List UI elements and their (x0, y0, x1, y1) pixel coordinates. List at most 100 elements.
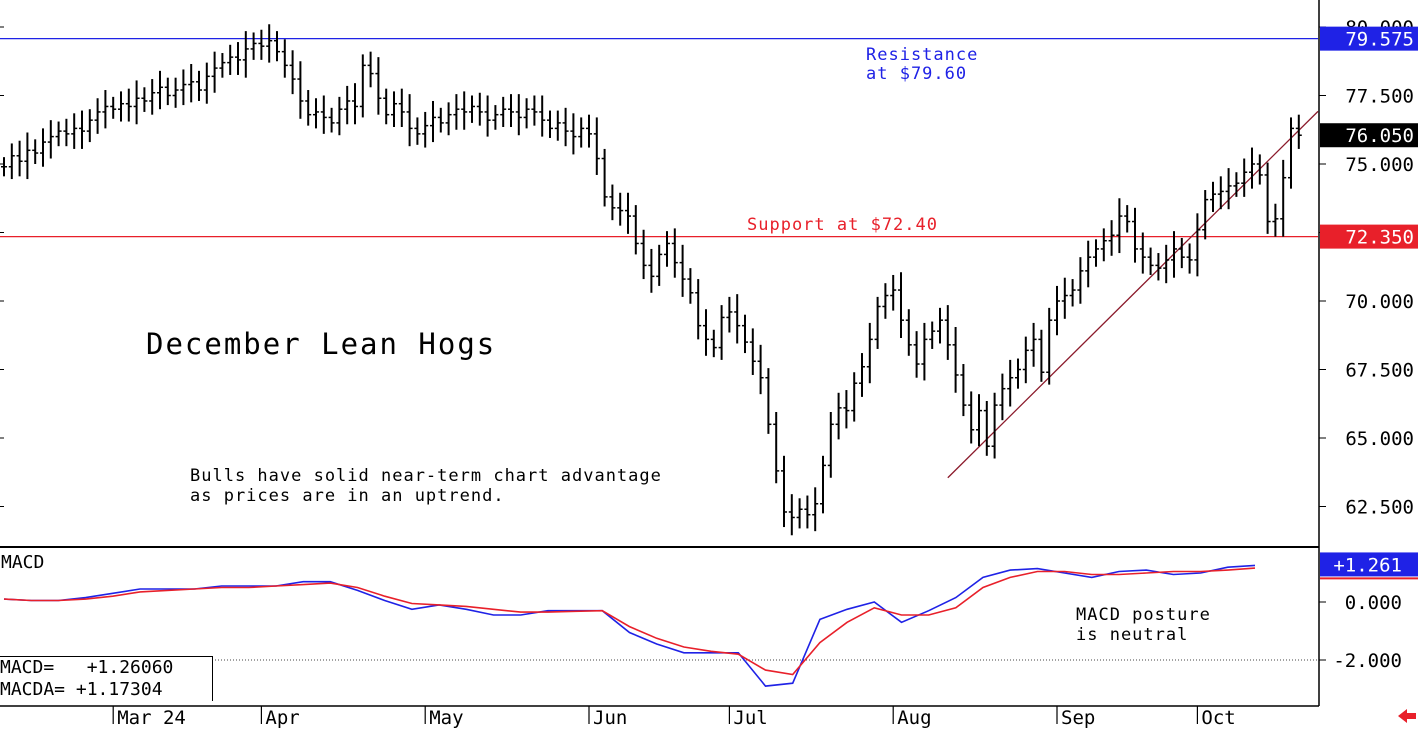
price-bar (554, 110, 561, 141)
price-bar (1202, 190, 1209, 240)
last-price-box (1320, 123, 1418, 148)
price-bar (352, 83, 358, 125)
price-bar (367, 51, 374, 88)
price-bar (406, 94, 413, 147)
price-bar (913, 331, 920, 378)
month-label: Mar 24 (117, 707, 186, 729)
price-tick-label: 67.500 (1345, 360, 1414, 382)
price-bar (726, 296, 733, 333)
price-bar (1077, 257, 1084, 304)
price-bar (305, 90, 312, 126)
price-bar (258, 29, 265, 60)
price-bar (1030, 322, 1037, 367)
price-bar (391, 91, 397, 128)
price-bar (1007, 359, 1014, 407)
price-bar (882, 283, 889, 319)
price-bar (1233, 172, 1240, 197)
price-bar (274, 31, 280, 62)
price-bar (812, 487, 819, 532)
price-bar (375, 57, 382, 115)
support-price-label: 72.350 (1345, 227, 1414, 249)
price-bar (632, 205, 639, 255)
price-bar (687, 268, 694, 304)
price-bar (1116, 198, 1123, 254)
price-bar (266, 24, 273, 63)
price-bar (531, 95, 538, 126)
price-bar (1093, 239, 1099, 267)
price-bar (1046, 307, 1053, 385)
macd-value-box (1320, 552, 1418, 577)
price-bar (437, 107, 444, 133)
macd-note: MACD posture is neutral (1076, 605, 1211, 645)
price-bar (804, 495, 811, 529)
price-bar (398, 88, 405, 128)
price-bar (547, 110, 553, 138)
price-bar (781, 455, 787, 528)
price-bar (648, 248, 655, 293)
price-bar (1178, 237, 1185, 269)
price-bar (1022, 336, 1029, 384)
price-bar (484, 95, 491, 137)
price-tick-label: 77.500 (1345, 86, 1414, 108)
price-bar (625, 192, 631, 234)
price-bar (1054, 285, 1060, 336)
price-bar (1038, 329, 1045, 382)
macd-panel-title: MACD (1, 552, 45, 573)
price-bar (586, 114, 592, 148)
price-bar (929, 321, 936, 349)
price-bar (656, 244, 663, 286)
price-bar (1163, 244, 1170, 284)
price-bar (40, 128, 46, 167)
price-bar (1085, 240, 1092, 288)
price-bar (32, 139, 39, 164)
price-bar (16, 140, 23, 177)
resistance-price-label: 79.575 (1345, 29, 1414, 51)
price-bar (523, 98, 530, 129)
price-bar (1288, 117, 1294, 189)
price-tick-label: 65.000 (1345, 428, 1414, 450)
price-bar (320, 95, 327, 134)
price-bar (422, 111, 429, 148)
month-label: Sep (1061, 707, 1095, 729)
price-bar (562, 107, 569, 147)
price-tick-label: 62.500 (1345, 497, 1414, 519)
price-tick-label: 70.000 (1345, 291, 1414, 313)
month-label: Aug (897, 707, 931, 729)
price-bar (859, 353, 865, 397)
price-bar (890, 274, 897, 311)
price-bar (281, 39, 288, 78)
price-bar (1256, 154, 1263, 185)
price-bar (118, 91, 124, 122)
price-bar (765, 368, 772, 434)
price-bar (866, 322, 873, 384)
price-bar (937, 307, 943, 344)
macd-panel (3, 564, 1318, 687)
price-bar (149, 79, 156, 115)
price-bar (1, 157, 7, 177)
price-panel (0, 24, 1319, 536)
price-bar (445, 102, 452, 136)
price-bar (703, 309, 709, 356)
macd-readout-label: MACD= (0, 657, 55, 678)
price-bar (71, 113, 78, 149)
month-label: Jun (593, 707, 627, 729)
macd-line (3, 564, 1256, 687)
price-bar (86, 109, 93, 143)
price-bar (671, 228, 678, 278)
arrow-left-icon[interactable] (1398, 708, 1416, 724)
price-bar (180, 69, 187, 106)
price-bar (508, 94, 514, 128)
price-bar (921, 322, 928, 381)
macd-readout-value: +1.26060 (86, 657, 174, 678)
price-bar (79, 110, 85, 149)
support-price-box (1320, 224, 1418, 249)
price-bar (250, 32, 257, 60)
price-bar (1139, 232, 1146, 274)
price-bar (734, 294, 741, 344)
macd-readout: MACD= +1.26060 MACDA= +1.17304 (0, 656, 213, 701)
price-bar (141, 87, 148, 112)
price-bar (47, 120, 54, 159)
price-bar (469, 95, 475, 123)
macd-tick-label: 0.000 (1345, 592, 1402, 614)
price-bar (664, 231, 670, 267)
